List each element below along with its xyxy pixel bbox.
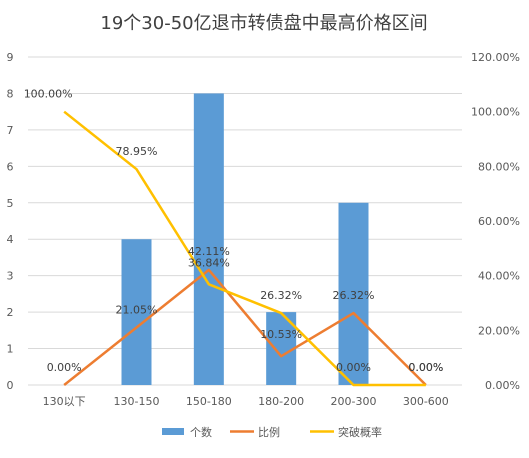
- x-tick-label: 150-180: [186, 395, 232, 408]
- x-tick-label: 180-200: [258, 395, 304, 408]
- breakout-data-label: 78.95%: [116, 145, 158, 158]
- bar: [121, 239, 152, 385]
- x-tick-label: 200-300: [331, 395, 377, 408]
- breakout-data-label: 36.84%: [188, 256, 230, 269]
- y-left-tick-label: 5: [7, 197, 14, 210]
- y-left-tick-label: 8: [7, 87, 14, 100]
- ratio-data-label: 0.00%: [408, 361, 443, 374]
- ratio-data-label: 26.32%: [333, 289, 375, 302]
- y-left-tick-label: 6: [7, 160, 14, 173]
- legend-swatch: [162, 428, 184, 435]
- legend-label: 突破概率: [338, 425, 382, 439]
- y-right-tick-label: 20.00%: [478, 324, 520, 337]
- y-right-tick-label: 80.00%: [478, 160, 520, 173]
- y-right-tick-label: 60.00%: [478, 215, 520, 228]
- y-right-tick-label: 100.00%: [471, 106, 520, 119]
- y-left-tick-label: 4: [7, 233, 14, 246]
- ratio-line: [63, 268, 427, 386]
- y-right-tick-label: 120.00%: [471, 51, 520, 64]
- bar: [338, 202, 369, 385]
- y-left-tick-label: 3: [7, 270, 14, 283]
- y-right-tick-label: 40.00%: [478, 270, 520, 283]
- legend-label: 个数: [190, 426, 212, 439]
- y-left-tick-label: 7: [7, 124, 14, 137]
- ratio-data-label: 21.05%: [116, 303, 158, 316]
- y-left-tick-label: 9: [7, 51, 14, 64]
- breakout-data-label: 100.00%: [24, 88, 73, 101]
- y-right-tick-label: 0.00%: [485, 379, 520, 392]
- x-tick-label: 300-600: [403, 395, 449, 408]
- bar: [193, 93, 224, 385]
- breakout-data-label: 0.00%: [408, 361, 443, 374]
- ratio-data-label: 0.00%: [47, 361, 82, 374]
- breakout-line: [63, 110, 426, 387]
- chart-title: 19个30-50亿退市转债盘中最高价格区间: [100, 13, 427, 34]
- x-tick-label: 130-150: [114, 395, 160, 408]
- ratio-data-label: 42.11%: [188, 245, 230, 258]
- x-tick-label: 130以下: [43, 395, 86, 408]
- y-left-tick-label: 2: [7, 306, 14, 319]
- y-left-tick-label: 1: [7, 343, 14, 356]
- breakout-data-label: 26.32%: [260, 289, 302, 302]
- ratio-data-label: 10.53%: [260, 328, 302, 341]
- y-left-tick-label: 0: [7, 379, 14, 392]
- legend-label: 比例: [258, 425, 280, 439]
- breakout-data-label: 0.00%: [336, 361, 371, 374]
